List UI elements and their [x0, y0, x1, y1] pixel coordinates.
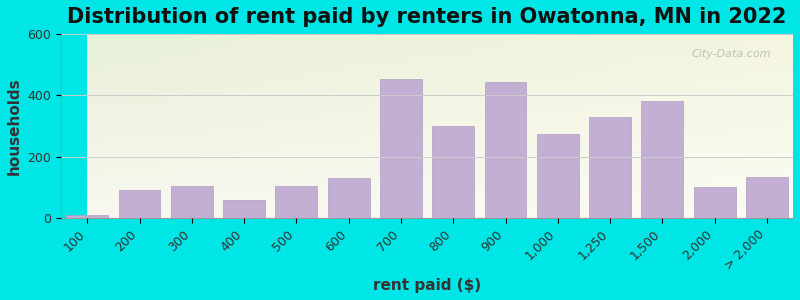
Bar — [223, 200, 265, 218]
Y-axis label: households: households — [7, 77, 22, 175]
Bar — [118, 190, 161, 218]
Text: City-Data.com: City-Data.com — [691, 49, 771, 59]
Bar — [694, 187, 735, 218]
X-axis label: rent paid ($): rent paid ($) — [373, 278, 481, 293]
Bar — [642, 101, 683, 218]
Bar — [537, 134, 578, 218]
Bar — [485, 82, 526, 218]
Bar — [275, 186, 318, 218]
Bar — [66, 215, 108, 218]
Title: Distribution of rent paid by renters in Owatonna, MN in 2022: Distribution of rent paid by renters in … — [67, 7, 786, 27]
Bar — [432, 126, 474, 218]
Bar — [380, 79, 422, 218]
Bar — [171, 186, 213, 218]
Bar — [589, 117, 631, 218]
Bar — [328, 178, 370, 218]
Bar — [746, 177, 788, 218]
